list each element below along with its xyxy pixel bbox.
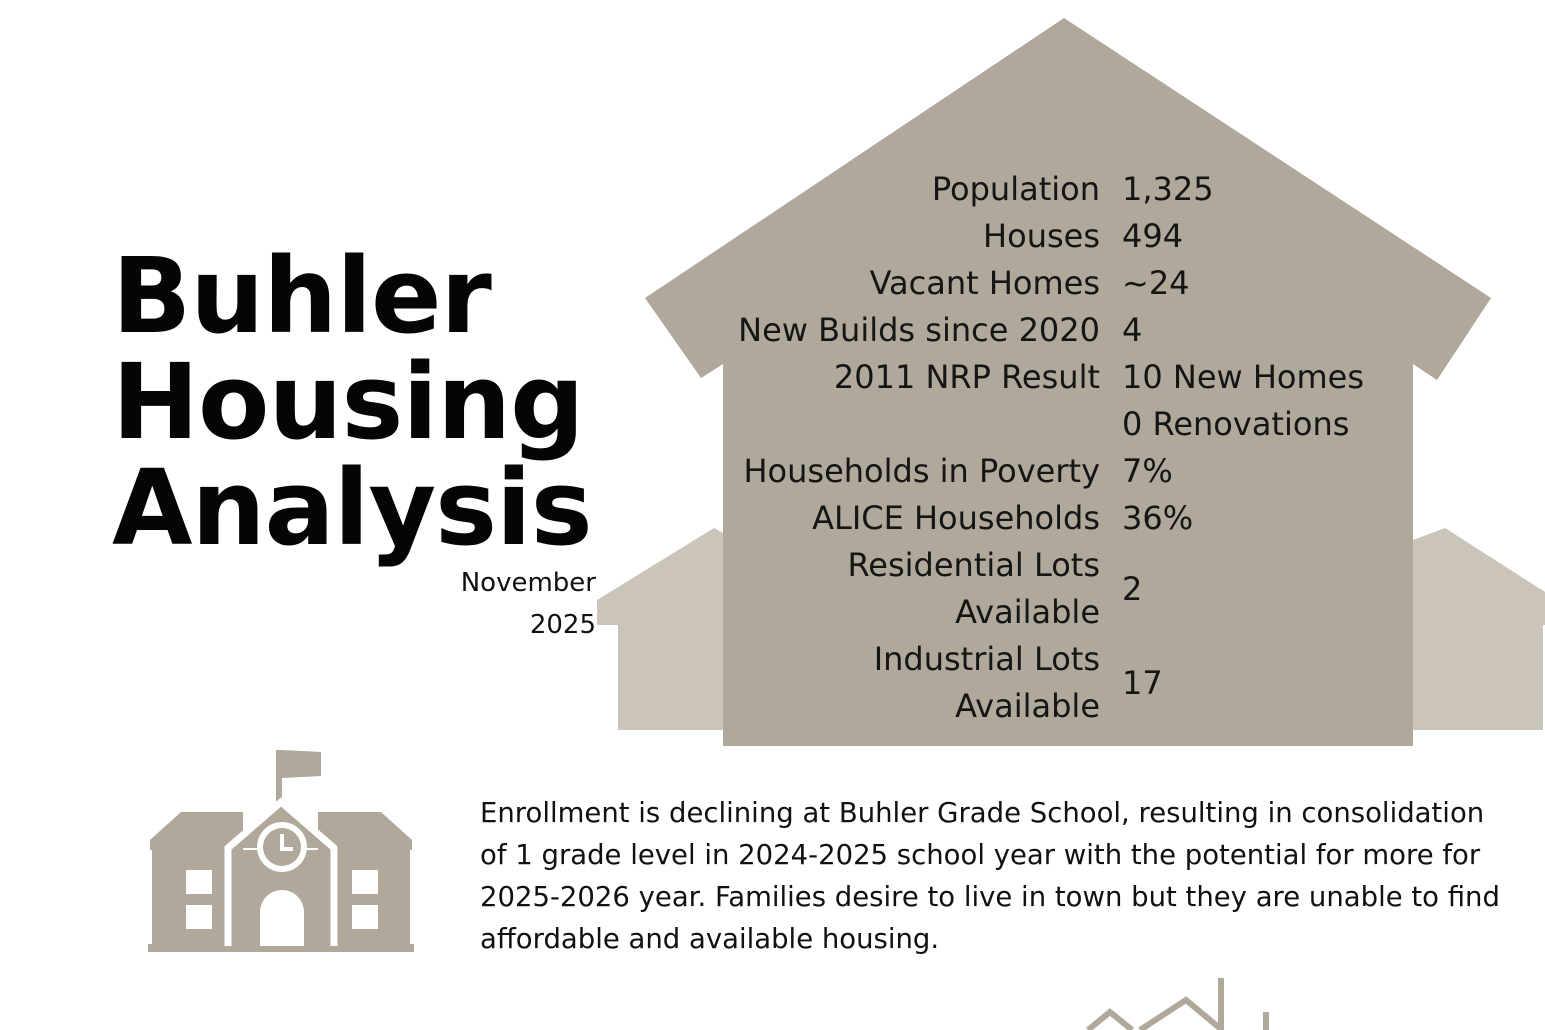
stat-row-population: Population 1,325	[720, 166, 1410, 213]
stat-value: 2	[1122, 569, 1143, 608]
houses-skyline-icon	[1086, 978, 1269, 1030]
stat-row-poverty: Households in Poverty 7%	[720, 448, 1410, 495]
stat-label: Industrial Lots Available	[720, 636, 1122, 730]
stat-value: 0 Renovations	[1122, 405, 1350, 443]
stat-label	[720, 401, 1122, 448]
stat-value: ~24	[1122, 264, 1190, 302]
title-line-1: Buhler	[112, 235, 492, 357]
school-icon	[148, 750, 414, 952]
stat-label: Residential Lots Available	[720, 542, 1122, 636]
stat-label: New Builds since 2020	[738, 311, 1100, 349]
stat-row-vacant-homes: Vacant Homes ~24	[720, 260, 1410, 307]
stat-label-line-1: Industrial Lots	[873, 640, 1100, 678]
stat-label: ALICE Households	[812, 499, 1100, 537]
stat-row-industrial-lots: Industrial Lots Available 17	[720, 636, 1410, 730]
stat-row-nrp-result: 2011 NRP Result 10 New Homes	[720, 354, 1410, 401]
report-date: November 2025	[420, 562, 596, 646]
page-title: Buhler Housing Analysis	[112, 235, 593, 569]
stat-value: 1,325	[1122, 170, 1214, 208]
stat-label: 2011 NRP Result	[833, 358, 1100, 396]
stat-label-line-2: Available	[955, 687, 1100, 725]
stat-label: Households in Poverty	[743, 452, 1100, 490]
stat-value: 17	[1122, 663, 1163, 702]
stat-row-nrp-renovations: 0 Renovations	[720, 401, 1410, 448]
stat-label: Vacant Homes	[869, 264, 1100, 302]
stat-label: Houses	[983, 217, 1100, 255]
date-year: 2025	[529, 610, 596, 640]
stat-row-alice: ALICE Households 36%	[720, 495, 1410, 542]
stat-value: 4	[1122, 311, 1143, 349]
stat-row-residential-lots: Residential Lots Available 2	[720, 542, 1410, 636]
title-line-2: Housing	[112, 341, 585, 463]
stat-value: 10 New Homes	[1122, 358, 1365, 396]
date-month: November	[460, 568, 596, 598]
stat-row-houses: Houses 494	[720, 213, 1410, 260]
stat-row-new-builds: New Builds since 2020 4	[720, 307, 1410, 354]
stat-value: 494	[1122, 217, 1184, 255]
stat-label-line-2: Available	[955, 593, 1100, 631]
stat-value: 7%	[1122, 452, 1173, 490]
stat-label: Population	[931, 170, 1100, 208]
stat-label-line-1: Residential Lots	[847, 546, 1101, 584]
main-house-shape	[645, 18, 1491, 746]
stat-value: 36%	[1122, 499, 1194, 537]
housing-stats: Population 1,325 Houses 494 Vacant Homes…	[720, 166, 1410, 730]
school-enrollment-text: Enrollment is declining at Buhler Grade …	[480, 797, 1500, 955]
title-line-3: Analysis	[112, 447, 593, 569]
